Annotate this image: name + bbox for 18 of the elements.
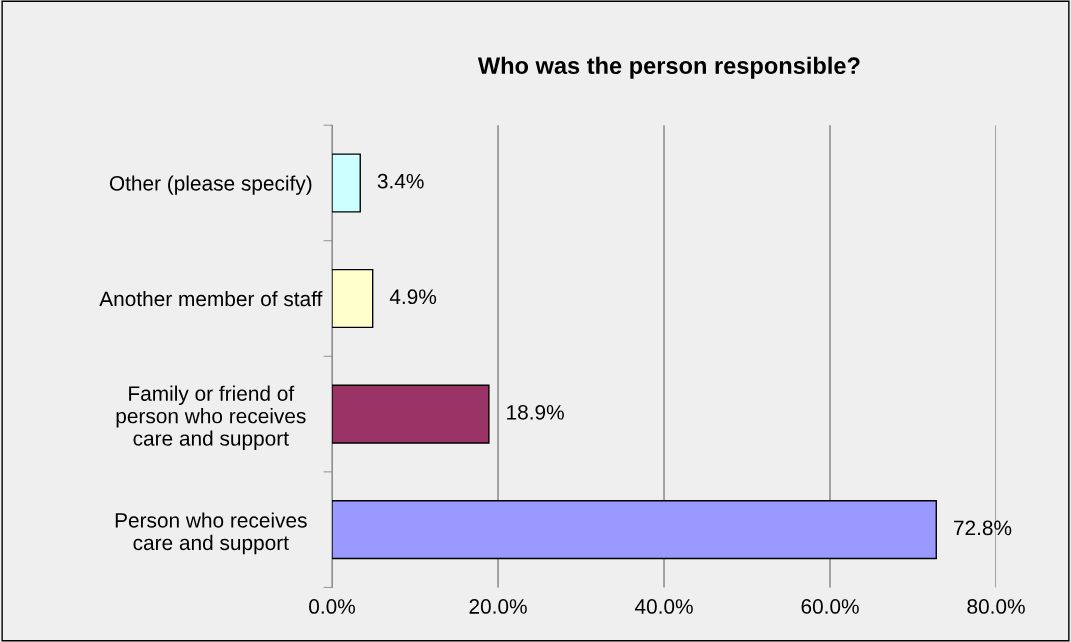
x-tick-label: 80.0% <box>967 599 1025 614</box>
bar <box>332 384 490 444</box>
x-tick-label: 0.0% <box>309 599 356 614</box>
chart-title: Who was the person responsible? <box>477 56 860 79</box>
data-label: 18.9% <box>507 404 564 420</box>
x-tick-label: 60.0% <box>801 599 859 614</box>
y-tick-label: Other (please specify) <box>109 175 312 195</box>
x-tick-label: 20.0% <box>469 599 527 614</box>
x-tick-label: 40.0% <box>634 599 693 614</box>
bar <box>332 153 361 213</box>
y-tick-label: Family or friend of person who receives care and support <box>116 385 306 450</box>
y-tick-label: Person who receives care and support <box>115 512 307 555</box>
data-label: 3.4% <box>377 173 424 189</box>
bar <box>332 500 937 560</box>
data-label: 4.9% <box>389 289 437 305</box>
data-label: 72.8% <box>954 520 1012 536</box>
bar <box>332 268 374 329</box>
y-tick-label: Another member of staff <box>99 290 323 307</box>
